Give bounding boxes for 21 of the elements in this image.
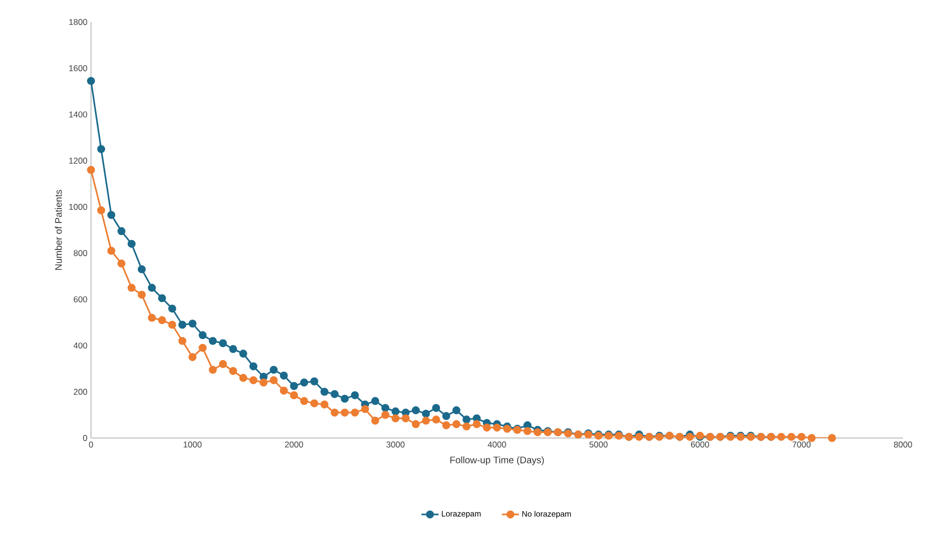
- y-tick-label: 1000: [69, 204, 88, 210]
- x-tick-label: 7000: [792, 442, 811, 448]
- y-tick-label: 600: [74, 296, 88, 302]
- y-tick-label: 1200: [69, 158, 88, 164]
- y-tick-label: 0: [83, 435, 88, 441]
- x-tick-label: 6000: [691, 442, 710, 448]
- x-tick-label: 3000: [386, 442, 405, 448]
- y-tick-label: 800: [74, 250, 88, 256]
- x-tick-label: 2000: [285, 442, 304, 448]
- x-tick-label: 0: [88, 442, 94, 448]
- y-tick-label: 400: [74, 342, 88, 349]
- x-tick-label: 8000: [894, 442, 912, 448]
- y-tick-label: 1400: [69, 111, 88, 118]
- x-tick-label: 1000: [184, 442, 202, 448]
- y-tick-label: 1800: [69, 19, 88, 25]
- y-axis-title: Number of Patients: [54, 190, 62, 270]
- x-axis-title: Follow-up Time (Days): [450, 456, 544, 466]
- x-tick-label: 4000: [488, 442, 506, 448]
- y-tick-label: 1600: [69, 65, 88, 72]
- x-tick-label: 5000: [589, 442, 608, 448]
- y-tick-label: 200: [74, 388, 88, 395]
